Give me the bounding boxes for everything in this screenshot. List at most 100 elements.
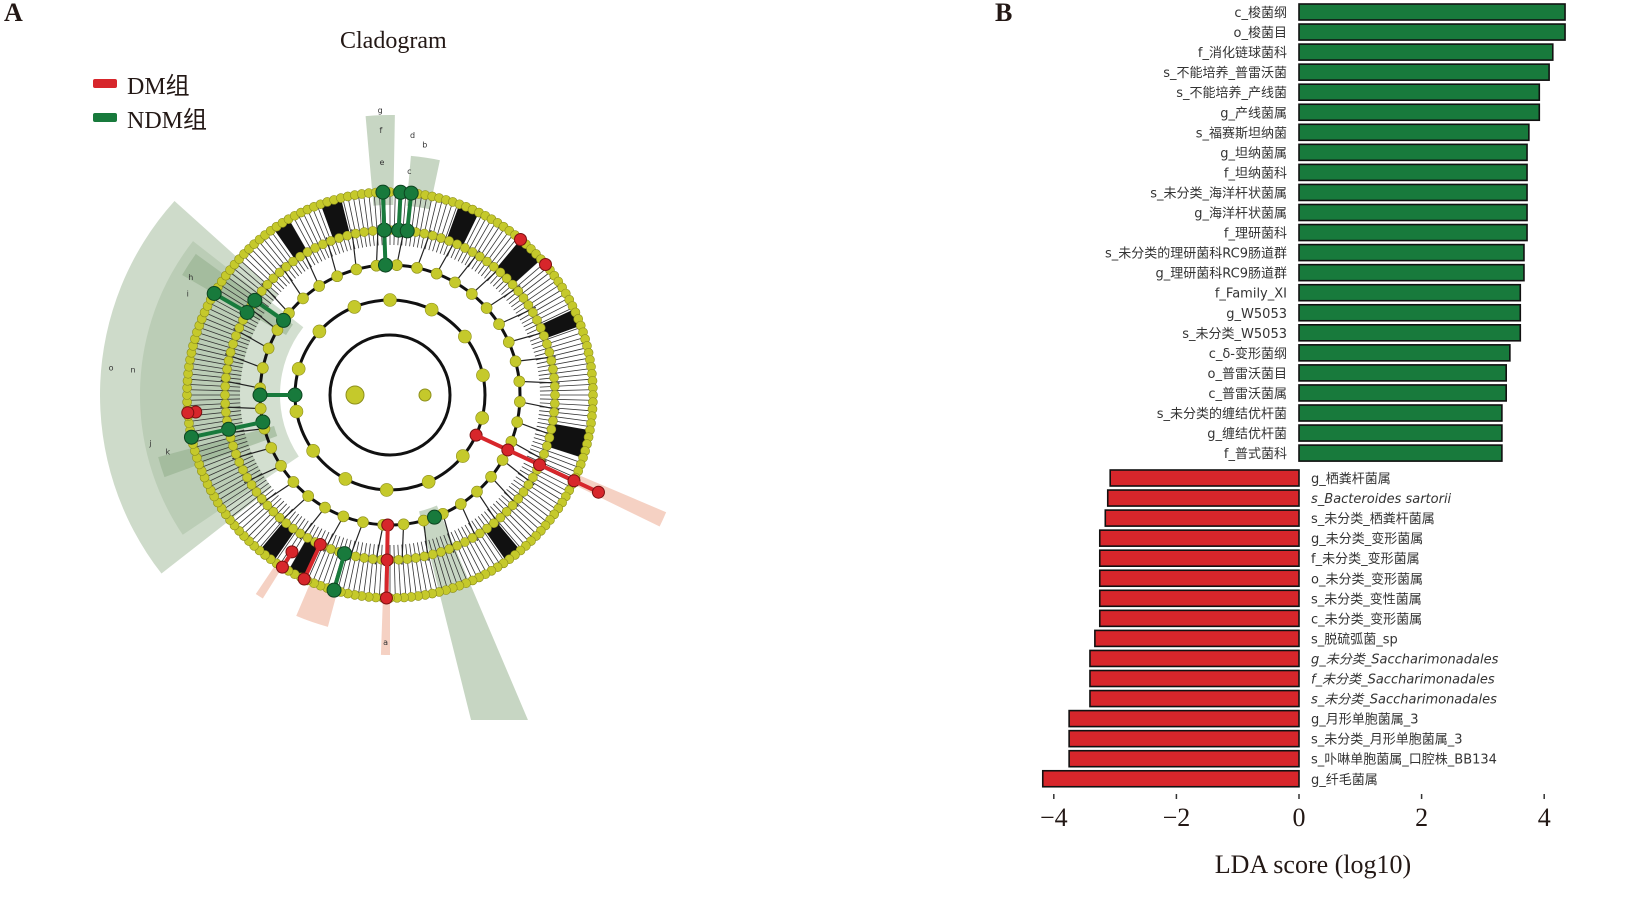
clade-dm-lineages (181, 232, 605, 605)
bar-ndm (1298, 43, 1554, 61)
clade-leaf-branch (190, 384, 241, 388)
clade-letter: a (383, 638, 388, 647)
clade-leaf-branch (501, 495, 539, 530)
clade-leaf-branch (454, 530, 477, 576)
clade-leaf-branch (428, 201, 443, 251)
bar-label-ndm: g_W5053 (1226, 307, 1287, 322)
clade-leaf-branch (358, 543, 367, 593)
clade-leaf-branch (203, 448, 251, 468)
clade-leaf-branch (348, 199, 360, 249)
clade-node (302, 247, 313, 257)
clade-node (291, 362, 306, 376)
x-tick-label: 4 (1538, 803, 1551, 832)
clade-leaf-branch (353, 542, 364, 592)
clade-leaf-branch (203, 322, 251, 342)
clade-node (281, 261, 291, 272)
clade-leaf-branch (538, 368, 589, 376)
bar-label-ndm: s_未分类的缠结优杆菌 (1157, 406, 1287, 422)
clade-leaf-branch (368, 544, 375, 594)
bar-dm (1041, 769, 1300, 788)
clade-letter: e (380, 158, 385, 167)
clade-dm-node (181, 406, 195, 420)
clade-node (357, 516, 369, 528)
x-axis-title: LDA score (log10) (1215, 850, 1411, 879)
clade-node (383, 293, 397, 307)
clade-letter: g (378, 106, 383, 115)
clade-node (523, 480, 534, 490)
clade-node (297, 292, 309, 305)
clade-leaf-branch (531, 327, 579, 346)
clade-letter: h (188, 273, 193, 282)
clade-node (257, 362, 269, 374)
bar-label-ndm: g_海洋杆状菌属 (1194, 207, 1287, 222)
clade-letter: n (130, 366, 135, 375)
clade-leaf-branch (227, 482, 269, 513)
clade-node (265, 442, 278, 454)
clade-leaf-branch (519, 294, 564, 321)
clade-leaf-branch (539, 384, 590, 388)
clade-node (274, 512, 285, 523)
clade-node (460, 537, 470, 547)
bar-label-dm: s_未分类_月形单胞菌属_3 (1311, 733, 1463, 748)
clade-node (287, 476, 300, 488)
clade-leaf-branch (506, 489, 546, 522)
bar-label-ndm: s_未分类_W5053 (1182, 327, 1287, 342)
clade-node (254, 402, 267, 415)
clade-leaf-branch (191, 373, 241, 380)
clade-node (455, 498, 467, 510)
clade-dm-node (275, 560, 289, 574)
clade-leaf-branch (532, 440, 581, 458)
bar-dm (1089, 689, 1300, 708)
legend-label-ndm: NDM组 (127, 107, 208, 134)
bar-label-dm: s_未分类_Saccharimonadales (1311, 693, 1497, 708)
bar-ndm (1298, 3, 1566, 21)
clade-node (430, 267, 443, 280)
clade-leaf-branch (190, 402, 241, 406)
clade-leaf-branch (538, 414, 589, 422)
legend-swatch-ndm (93, 112, 117, 122)
clade-collapsed-wedge (275, 221, 308, 260)
clade-leaf-branch (198, 437, 247, 453)
clade-node (455, 449, 470, 463)
bar-ndm (1298, 344, 1511, 362)
bar-ndm (1298, 223, 1528, 242)
bar-ndm (1298, 404, 1503, 422)
clade-leaf-branch (397, 544, 401, 595)
bar-ndm (1298, 143, 1528, 162)
bar-label-ndm: c_梭菌纲 (1234, 5, 1287, 21)
clade-node (310, 243, 320, 253)
clade-leaf-branch (513, 281, 556, 311)
clade-leaf-branch (276, 518, 306, 561)
clade-node (501, 273, 512, 284)
bar-ndm (1298, 23, 1566, 41)
clade-node (485, 471, 497, 483)
clade-leaf-branch (244, 497, 282, 533)
clade-node (502, 336, 515, 348)
clade-leaf-branch (194, 353, 244, 365)
clade-node (275, 460, 287, 472)
bar-dm (1098, 569, 1300, 588)
bar-label-ndm: f_消化链球菌科 (1198, 46, 1287, 61)
clade-node (318, 239, 328, 250)
clade-leaf-branch (523, 303, 569, 328)
clade-node (496, 454, 509, 466)
clade-leaf-branch (207, 313, 254, 335)
clade-leaf-branch (234, 489, 274, 522)
clade-node (319, 501, 331, 514)
clade-leaf-branch (214, 299, 259, 324)
clade-leaf-branch (368, 196, 375, 246)
clade-letters: abcdefghijkmno (109, 106, 428, 647)
clade-node (518, 293, 529, 303)
clade-leaf-branch (272, 232, 303, 274)
clade-collapsed-wedge (546, 423, 587, 457)
clade-leaf-branch (443, 534, 463, 582)
clade-leaf-branch (363, 543, 371, 594)
bar-label-dm: g_未分类_变形菌属 (1311, 531, 1423, 547)
clade-node (523, 300, 534, 310)
bar-label-dm: g_纤毛菌属 (1311, 773, 1378, 788)
clade-leaf-branch (199, 440, 248, 458)
clade-node (482, 523, 492, 534)
clade-node (424, 302, 439, 317)
clade-node (507, 500, 518, 511)
clade-node (467, 533, 478, 543)
